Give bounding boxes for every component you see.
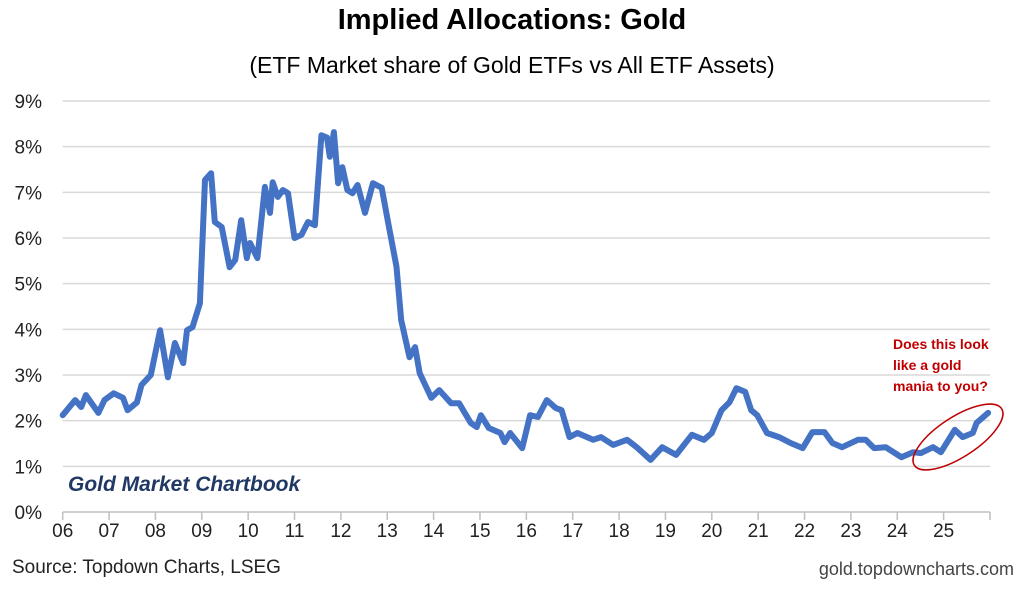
annotation-line: like a gold: [893, 357, 962, 373]
y-tick-label: 9%: [15, 92, 43, 113]
annotation-line: Does this look: [893, 336, 989, 352]
chart-title: Implied Allocations: Gold: [337, 4, 687, 36]
x-tick-label: 17: [562, 521, 583, 542]
x-tick-label: 22: [794, 521, 815, 542]
y-tick-label: 8%: [15, 138, 43, 159]
y-tick-label: 7%: [15, 183, 43, 204]
annotation-ellipse: [912, 403, 1004, 471]
y-tick-label: 0%: [15, 503, 43, 524]
x-tick-label: 25: [933, 521, 954, 542]
x-tick-label: 16: [516, 521, 537, 542]
x-tick-label: 18: [609, 521, 630, 542]
annotation-text: Does this look like a gold mania to you?: [893, 334, 1018, 397]
x-tick-label: 19: [655, 521, 676, 542]
website-credit: gold.topdowncharts.com: [818, 559, 1014, 579]
x-tick-label: 11: [285, 521, 305, 542]
x-tick-label: 14: [423, 521, 445, 542]
y-tick-label: 3%: [15, 366, 43, 387]
source-note: Source: Topdown Charts, LSEG: [12, 557, 281, 578]
y-tick-label: 1%: [15, 457, 43, 478]
annotation-line: mania to you?: [893, 378, 988, 394]
x-tick-label: 10: [238, 521, 259, 542]
chartbook-watermark: Gold Market Chartbook: [68, 473, 301, 496]
y-tick-label: 4%: [15, 320, 43, 341]
x-tick-label: 23: [840, 521, 861, 542]
x-tick-label: 24: [887, 521, 909, 542]
x-tick-label: 20: [701, 521, 722, 542]
x-tick-label: 13: [377, 521, 398, 542]
x-tick-label: 09: [191, 521, 212, 542]
chart-subtitle: (ETF Market share of Gold ETFs vs All ET…: [249, 52, 775, 78]
x-tick-label: 12: [330, 521, 351, 542]
x-tick-label: 21: [748, 521, 769, 542]
y-tick-label: 5%: [15, 275, 43, 296]
x-tick-label: 06: [52, 521, 73, 542]
x-tick-label: 08: [145, 521, 166, 542]
y-tick-label: 2%: [15, 412, 43, 433]
x-tick-label: 07: [98, 521, 119, 542]
y-tick-label: 6%: [15, 229, 43, 250]
x-tick-label: 15: [469, 521, 490, 542]
series-line: [59, 129, 992, 463]
